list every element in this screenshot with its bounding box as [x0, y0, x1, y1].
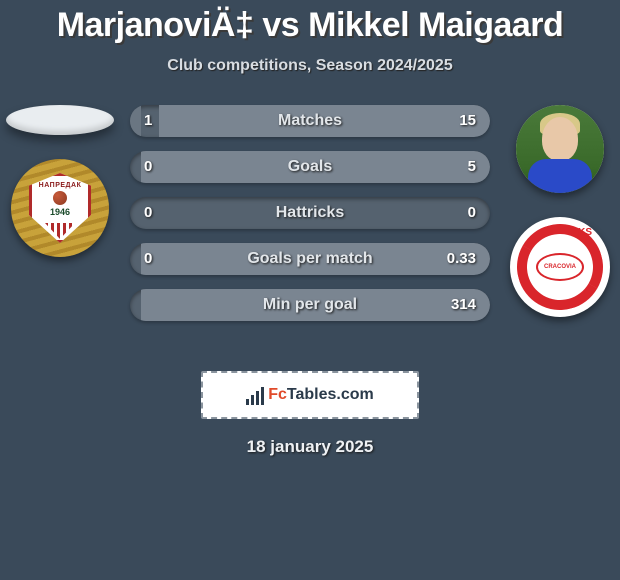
stat-label: Hattricks: [130, 197, 490, 229]
player2-team-badge: KS CRACOVIA: [510, 217, 610, 317]
stat-value-right: 0: [468, 197, 476, 229]
stat-label: Min per goal: [130, 289, 490, 321]
player1-team-badge: НАПРЕДАК 1946: [11, 159, 109, 257]
page-title: MarjanoviÄ‡ vs Mikkel Maigaard: [0, 0, 620, 45]
stat-rows: 1 Matches 15 0 Goals 5 0 Hattricks 0: [130, 105, 490, 321]
stat-row: Min per goal 314: [130, 289, 490, 321]
brand-text-prefix: Fc: [268, 386, 287, 403]
team2-badge-center: CRACOVIA: [536, 253, 584, 281]
footer-date: 18 january 2025: [0, 437, 620, 457]
chart-bars-icon: [246, 385, 264, 405]
stat-value-right: 15: [459, 105, 476, 137]
stat-label: Matches: [130, 105, 490, 137]
title-vs: vs: [262, 6, 299, 44]
player1-avatar-placeholder: [6, 105, 114, 135]
stat-row: 1 Matches 15: [130, 105, 490, 137]
stat-row: 0 Goals 5: [130, 151, 490, 183]
title-player2: Mikkel Maigaard: [308, 6, 563, 44]
team1-badge-year: 1946: [50, 207, 70, 217]
right-player-column: KS CRACOVIA: [500, 105, 620, 317]
stat-row: 0 Hattricks 0: [130, 197, 490, 229]
player2-avatar: [516, 105, 604, 193]
brand-text-suffix: Tables.com: [287, 386, 374, 403]
stat-value-right: 314: [451, 289, 476, 321]
team2-badge-ks: KS: [578, 227, 592, 238]
stat-value-right: 0.33: [447, 243, 476, 275]
stat-label: Goals: [130, 151, 490, 183]
subtitle: Club competitions, Season 2024/2025: [0, 57, 620, 75]
title-player1: MarjanoviÄ‡: [57, 6, 254, 44]
brand-text: FcTables.com: [268, 386, 374, 404]
stat-row: 0 Goals per match 0.33: [130, 243, 490, 275]
team1-badge-text: НАПРЕДАК: [39, 182, 82, 189]
stat-value-right: 5: [468, 151, 476, 183]
brand-logo-box[interactable]: FcTables.com: [201, 371, 419, 419]
stat-label: Goals per match: [130, 243, 490, 275]
left-player-column: НАПРЕДАК 1946: [0, 105, 120, 257]
